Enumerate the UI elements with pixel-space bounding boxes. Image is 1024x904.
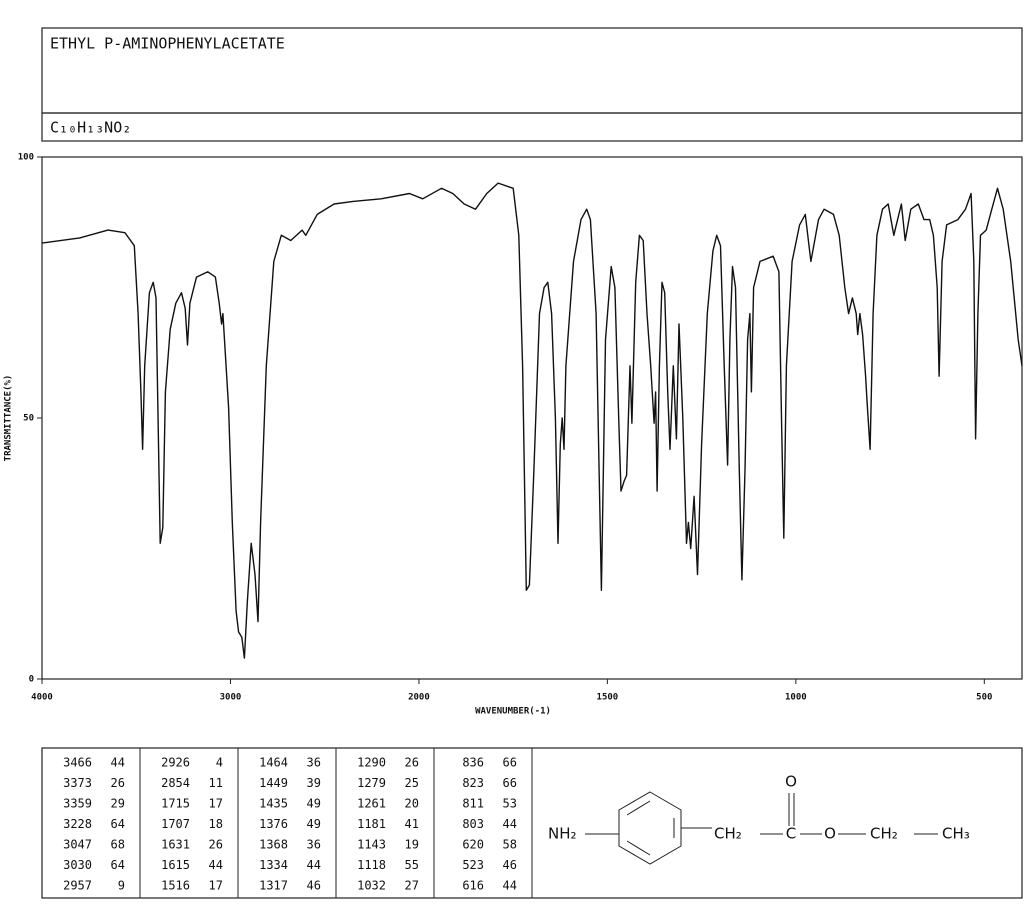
atom-label: C xyxy=(786,825,796,843)
peak-wavenumber: 1181 xyxy=(357,817,386,831)
peak-transmittance: 17 xyxy=(209,879,223,893)
peak-transmittance: 20 xyxy=(405,797,419,811)
y-axis-label: TRANSMITTANCE(%) xyxy=(4,375,14,462)
peak-transmittance: 11 xyxy=(209,776,223,790)
peak-wavenumber: 1261 xyxy=(357,797,386,811)
peak-transmittance: 19 xyxy=(405,838,419,852)
peak-transmittance: 64 xyxy=(111,858,125,872)
peak-transmittance: 58 xyxy=(503,838,517,852)
peak-wavenumber: 1317 xyxy=(259,879,288,893)
peak-transmittance: 55 xyxy=(405,858,419,872)
peak-wavenumber: 3466 xyxy=(63,756,92,770)
peak-transmittance: 26 xyxy=(209,838,223,852)
peak-wavenumber: 1449 xyxy=(259,776,288,790)
peak-transmittance: 49 xyxy=(307,797,321,811)
peak-transmittance: 44 xyxy=(503,879,517,893)
compound-title: ETHYL P-AMINOPHENYLACETATE xyxy=(50,35,285,53)
peak-transmittance: 44 xyxy=(503,817,517,831)
peak-transmittance: 36 xyxy=(307,838,321,852)
x-tick-label: 1000 xyxy=(785,693,807,703)
bond xyxy=(626,800,651,816)
peak-wavenumber: 1118 xyxy=(357,858,386,872)
peak-wavenumber: 2926 xyxy=(161,756,190,770)
peak-transmittance: 44 xyxy=(307,858,321,872)
peak-wavenumber: 1516 xyxy=(161,879,190,893)
x-axis-label: WAVENUMBER(-1) xyxy=(475,707,551,717)
y-tick-label: 100 xyxy=(18,153,34,163)
peak-transmittance: 17 xyxy=(209,797,223,811)
peak-wavenumber: 803 xyxy=(462,817,484,831)
atom-label: CH₂ xyxy=(870,825,898,843)
peak-wavenumber: 616 xyxy=(462,879,484,893)
peak-wavenumber: 3047 xyxy=(63,838,92,852)
peak-wavenumber: 3228 xyxy=(63,817,92,831)
bond xyxy=(626,840,651,856)
peak-wavenumber: 3373 xyxy=(63,776,92,790)
peak-wavenumber: 811 xyxy=(462,797,484,811)
structure: NH₂ CH₂ C O O CH₂ CH₃ xyxy=(548,773,970,865)
peak-wavenumber: 1464 xyxy=(259,756,288,770)
peak-wavenumber: 1707 xyxy=(161,817,190,831)
peak-transmittance: 44 xyxy=(209,858,223,872)
peak-wavenumber: 1368 xyxy=(259,838,288,852)
atom-label: NH₂ xyxy=(548,825,577,843)
peak-wavenumber: 2854 xyxy=(161,776,190,790)
x-tick-label: 2000 xyxy=(408,693,430,703)
peak-transmittance: 44 xyxy=(111,756,125,770)
peak-transmittance: 36 xyxy=(307,756,321,770)
atom-label: O xyxy=(824,825,836,843)
x-tick-label: 4000 xyxy=(31,693,53,703)
peak-wavenumber: 1715 xyxy=(161,797,190,811)
peak-transmittance: 66 xyxy=(503,756,517,770)
peak-transmittance: 25 xyxy=(405,776,419,790)
formula: C₁₀H₁₃NO₂ xyxy=(50,119,131,137)
peak-wavenumber: 1032 xyxy=(357,879,386,893)
peak-wavenumber: 1615 xyxy=(161,858,190,872)
peak-transmittance: 26 xyxy=(405,756,419,770)
peak-wavenumber: 1376 xyxy=(259,817,288,831)
x-tick-label: 1500 xyxy=(597,693,619,703)
peak-transmittance: 46 xyxy=(503,858,517,872)
peak-transmittance: 27 xyxy=(405,879,419,893)
peak-wavenumber: 523 xyxy=(462,858,484,872)
spectrum-line xyxy=(41,182,1023,659)
peak-transmittance: 29 xyxy=(111,797,125,811)
peak-transmittance: 39 xyxy=(307,776,321,790)
peak-transmittance: 26 xyxy=(111,776,125,790)
atom-label: CH₂ xyxy=(714,825,742,843)
x-tick-label: 500 xyxy=(976,693,992,703)
peak-transmittance: 49 xyxy=(307,817,321,831)
formula-box xyxy=(41,112,1023,142)
peak-wavenumber: 1334 xyxy=(259,858,288,872)
peak-transmittance: 66 xyxy=(503,776,517,790)
benzene-ring xyxy=(618,791,682,865)
peak-transmittance: 9 xyxy=(118,879,125,893)
peak-transmittance: 53 xyxy=(503,797,517,811)
atom-label: O xyxy=(785,773,797,791)
peak-wavenumber: 3359 xyxy=(63,797,92,811)
peak-wavenumber: 3030 xyxy=(63,858,92,872)
peak-transmittance: 46 xyxy=(307,879,321,893)
peak-transmittance: 68 xyxy=(111,838,125,852)
peak-wavenumber: 1143 xyxy=(357,838,386,852)
peak-wavenumber: 823 xyxy=(462,776,484,790)
y-tick-label: 0 xyxy=(29,675,34,685)
peak-wavenumber: 1435 xyxy=(259,797,288,811)
plot-frame xyxy=(41,156,1023,680)
x-tick-label: 3000 xyxy=(220,693,242,703)
peak-wavenumber: 620 xyxy=(462,838,484,852)
peak-wavenumber: 1290 xyxy=(357,756,386,770)
y-tick-label: 50 xyxy=(23,414,34,424)
peak-wavenumber: 1279 xyxy=(357,776,386,790)
peak-wavenumber: 836 xyxy=(462,756,484,770)
peak-transmittance: 4 xyxy=(216,756,223,770)
peak-transmittance: 41 xyxy=(405,817,419,831)
peak-transmittance: 18 xyxy=(209,817,223,831)
peak-wavenumber: 2957 xyxy=(63,879,92,893)
atom-label: CH₃ xyxy=(942,825,970,843)
peak-transmittance: 64 xyxy=(111,817,125,831)
peak-wavenumber: 1631 xyxy=(161,838,190,852)
